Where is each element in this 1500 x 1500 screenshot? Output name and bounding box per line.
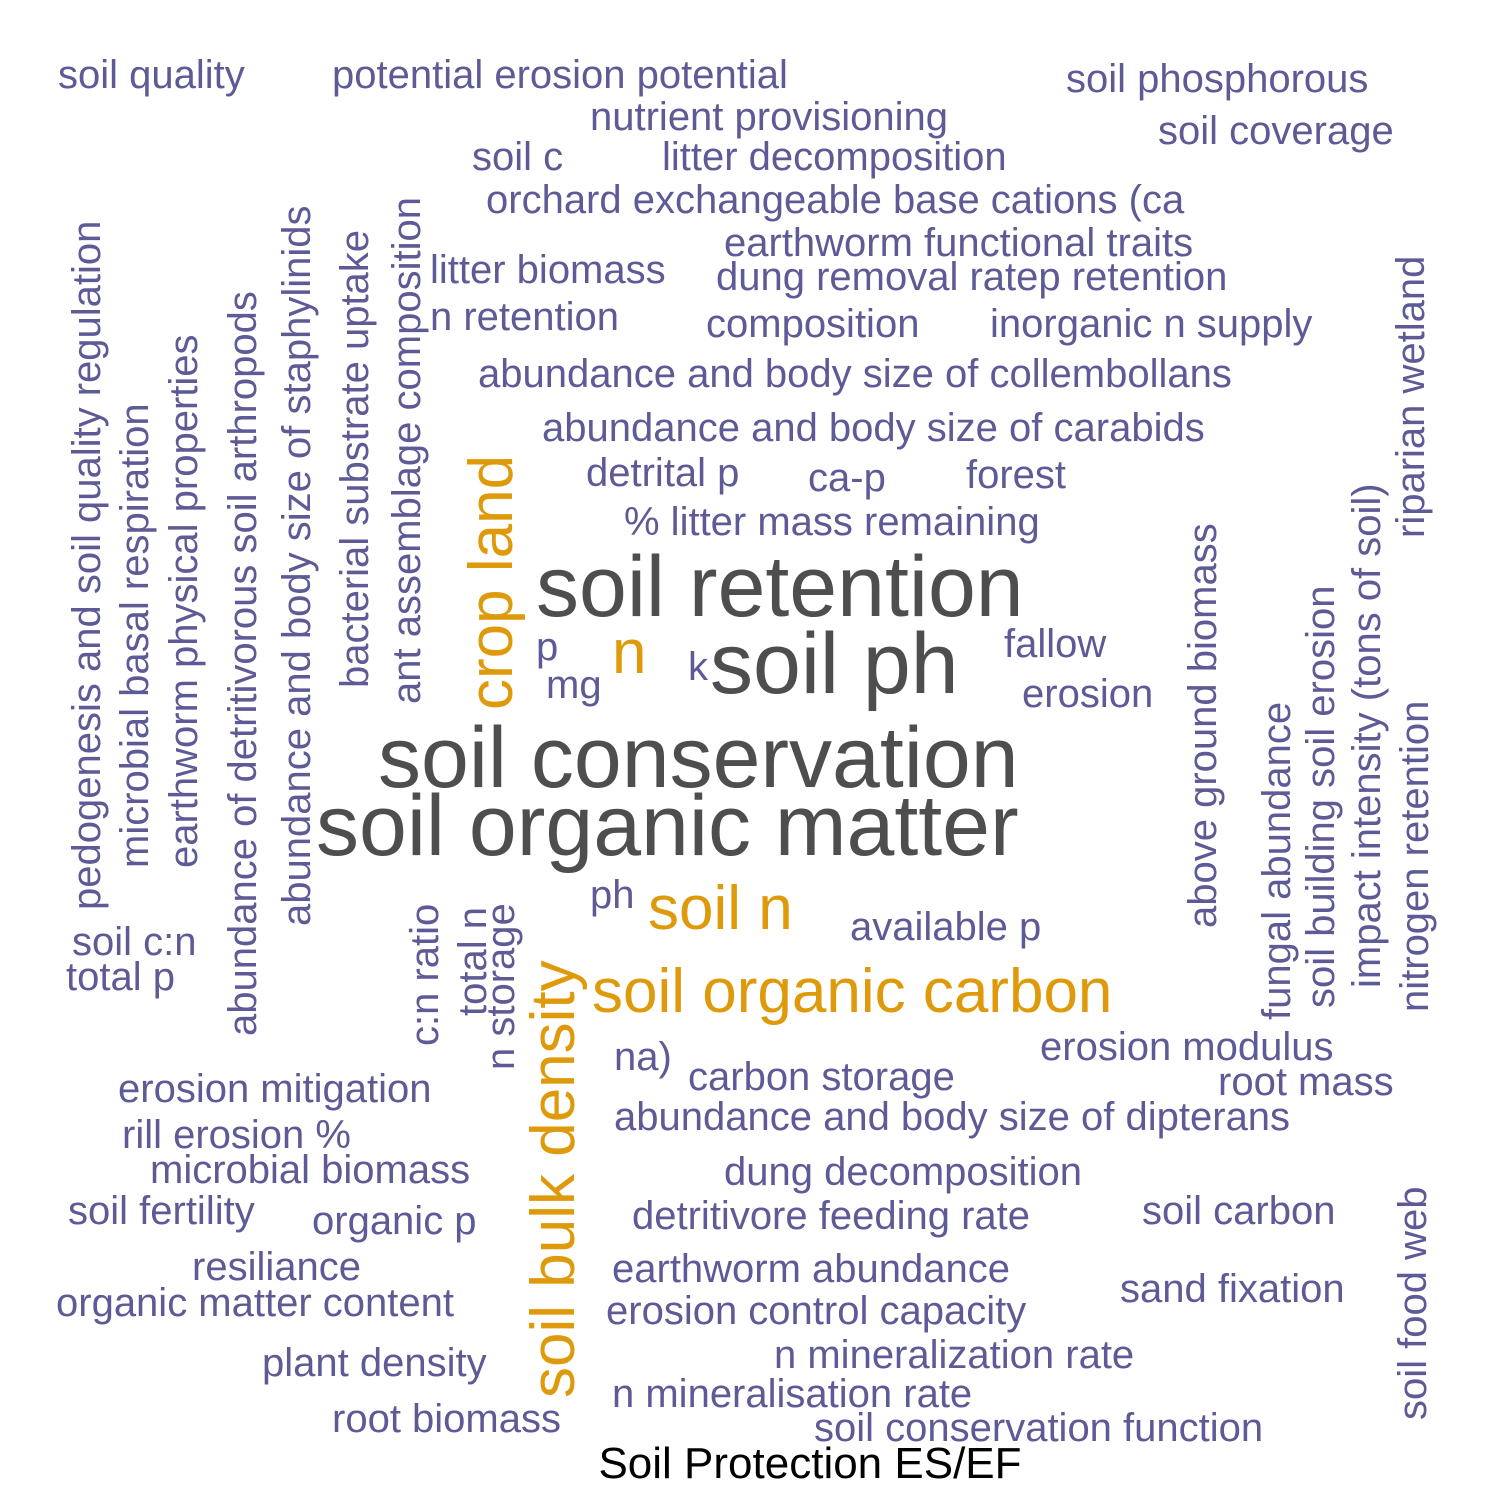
word-microbial-biomass: microbial biomass bbox=[150, 1148, 470, 1192]
word-microbial-basal-respiration: microbial basal respiration bbox=[113, 403, 157, 868]
word-soil-coverage: soil coverage bbox=[1158, 109, 1394, 153]
word-ph: ph bbox=[590, 873, 635, 917]
word-soil-retention: soil retention bbox=[536, 539, 1024, 635]
word-mg: mg bbox=[546, 663, 602, 707]
word-detritivore-feeding-rate: detritivore feeding rate bbox=[632, 1194, 1030, 1238]
word-litter-mass-remaining: % litter mass remaining bbox=[624, 500, 1040, 544]
word-soil-organic-carbon: soil organic carbon bbox=[592, 957, 1112, 1026]
word-organic-p: organic p bbox=[312, 1199, 477, 1243]
word-fallow: fallow bbox=[1004, 622, 1106, 666]
word-total-n: total n bbox=[451, 907, 495, 1016]
word-rill-erosion: rill erosion % bbox=[122, 1113, 351, 1157]
word-soil-organic-matter: soil organic matter bbox=[316, 778, 1019, 874]
word-soil-carbon: soil carbon bbox=[1142, 1189, 1335, 1233]
word-earthworm-abundance: earthworm abundance bbox=[612, 1247, 1010, 1291]
word-bacterial-substrate-uptake: bacterial substrate uptake bbox=[333, 230, 377, 688]
word-nitrogen-retention: nitrogen retention bbox=[1393, 701, 1437, 1012]
word-na: na) bbox=[614, 1035, 672, 1079]
word-erosion-mitigation: erosion mitigation bbox=[118, 1067, 432, 1111]
word-nutrient-provisioning: nutrient provisioning bbox=[590, 95, 948, 139]
word-root-biomass: root biomass bbox=[332, 1397, 561, 1441]
word-soil-ph: soil ph bbox=[710, 616, 959, 712]
word-orchard-exchangeable-base-cations-ca: orchard exchangeable base cations (ca bbox=[486, 178, 1185, 222]
word-pedogenesis-and-soil-quality-regulation: pedogenesis and soil quality regulation bbox=[65, 221, 109, 910]
word-available-p: available p bbox=[850, 905, 1041, 949]
word-organic-matter-content: organic matter content bbox=[56, 1281, 454, 1325]
word-sand-fixation: sand fixation bbox=[1120, 1267, 1345, 1311]
word-detrital-p: detrital p bbox=[586, 451, 739, 495]
word-fungal-abundance: fungal abundance bbox=[1255, 702, 1299, 1020]
word-above-ground-biomass: above ground biomass bbox=[1181, 523, 1225, 928]
word-abundance-and-body-size-of-staphylinids: abundance and body size of staphylinids bbox=[275, 205, 319, 926]
word-erosion-control-capacity: erosion control capacity bbox=[606, 1289, 1026, 1333]
word-ca-p: ca-p bbox=[808, 456, 886, 500]
word-erosion: erosion bbox=[1022, 672, 1153, 716]
word-resiliance: resiliance bbox=[192, 1245, 361, 1289]
word-abundance-and-body-size-of-collembollans: abundance and body size of collembollans bbox=[478, 352, 1232, 396]
word-total-p: total p bbox=[66, 955, 175, 999]
word-composition: composition bbox=[706, 302, 919, 346]
word-erosion-modulus: erosion modulus bbox=[1040, 1025, 1334, 1069]
word-n-retention: n retention bbox=[430, 295, 619, 339]
word-soil-phosphorous: soil phosphorous bbox=[1066, 57, 1368, 101]
word-litter-decomposition: litter decomposition bbox=[662, 135, 1007, 179]
word-potential-erosion-potential: potential erosion potential bbox=[332, 53, 788, 97]
word-crop-land: crop land bbox=[457, 455, 526, 710]
word-soil-n: soil n bbox=[648, 874, 793, 943]
chart-caption: Soil Protection ES/EF bbox=[598, 1439, 1022, 1488]
word-litter-biomass: litter biomass bbox=[430, 248, 666, 292]
word-plant-density: plant density bbox=[262, 1341, 487, 1385]
word-c-n-ratio: c:n ratio bbox=[403, 904, 447, 1046]
word-carbon-storage: carbon storage bbox=[688, 1055, 955, 1099]
word-n-mineralization-rate: n mineralization rate bbox=[774, 1333, 1134, 1377]
word-inorganic-n-supply: inorganic n supply bbox=[990, 302, 1312, 346]
word-impact-intensity-tons-of-soil: impact intensity (tons of soil) bbox=[1345, 483, 1389, 988]
word-soil-c: soil c bbox=[472, 135, 563, 179]
word-n: n bbox=[612, 618, 646, 687]
word-soil-c-n: soil c:n bbox=[72, 920, 197, 964]
word-p: p bbox=[536, 625, 558, 669]
word-k: k bbox=[688, 645, 709, 689]
word-n-mineralisation-rate: n mineralisation rate bbox=[612, 1372, 972, 1416]
word-soil-quality: soil quality bbox=[58, 53, 245, 97]
word-abundance-and-body-size-of-carabids: abundance and body size of carabids bbox=[542, 406, 1205, 450]
word-earthworm-functional-traits: earthworm functional traits bbox=[724, 221, 1193, 265]
word-soil-fertility: soil fertility bbox=[68, 1189, 255, 1233]
word-abundance-and-body-size-of-dipterans: abundance and body size of dipterans bbox=[614, 1095, 1290, 1139]
word-soil-bulk-density: soil bulk density bbox=[519, 960, 588, 1398]
word-soil-conservation-function: soil conservation function bbox=[814, 1406, 1263, 1450]
word-n-storage: n storage bbox=[479, 903, 523, 1070]
word-soil-food-web: soil food web bbox=[1391, 1187, 1435, 1420]
word-dung-removal-ratep-retention: dung removal ratep retention bbox=[716, 255, 1227, 299]
word-riparian-wetland: riparian wetland bbox=[1389, 256, 1433, 538]
word-root-mass: root mass bbox=[1218, 1060, 1394, 1104]
word-soil-building-soil-erosion: soil building soil erosion bbox=[1299, 586, 1343, 1008]
word-earthworm-physical-properties: earthworm physical properties bbox=[162, 334, 206, 868]
word-soil-conservation: soil conservation bbox=[378, 710, 1019, 806]
word-dung-decomposition: dung decomposition bbox=[724, 1150, 1082, 1194]
word-forest: forest bbox=[966, 453, 1066, 497]
word-ant-assemblage-composition: ant assemblage composition bbox=[385, 197, 429, 704]
word-abundance-of-detritivorous-soil-arthropods: abundance of detritivorous soil arthropo… bbox=[221, 291, 265, 1036]
